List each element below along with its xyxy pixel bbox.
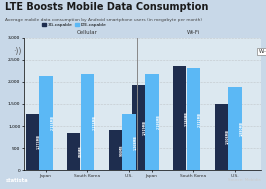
Bar xyxy=(228,87,242,170)
Text: 906MB: 906MB xyxy=(120,144,124,156)
Text: 1,268MB: 1,268MB xyxy=(134,135,138,149)
Text: LTE Boosts Mobile Data Consumption: LTE Boosts Mobile Data Consumption xyxy=(5,2,209,12)
Text: 1,880MB: 1,880MB xyxy=(240,121,244,136)
Text: 2,134MB: 2,134MB xyxy=(51,116,55,130)
Text: Wi-Fi: Wi-Fi xyxy=(187,30,200,35)
Bar xyxy=(122,114,136,170)
Bar xyxy=(215,104,228,170)
Text: Source: Mobidia: Source: Mobidia xyxy=(228,178,261,183)
Text: ·)): ·)) xyxy=(14,46,22,56)
Bar xyxy=(173,66,186,170)
Text: 2,186MB: 2,186MB xyxy=(156,115,160,129)
Text: Wi-Fi: Wi-Fi xyxy=(258,49,266,53)
Text: statista: statista xyxy=(5,178,28,183)
Bar xyxy=(81,74,94,170)
Bar xyxy=(109,130,122,170)
Legend: 3G-capable, LTE-capable: 3G-capable, LTE-capable xyxy=(40,22,108,29)
Bar xyxy=(145,74,159,170)
Text: 2,174MB: 2,174MB xyxy=(92,115,96,130)
Bar xyxy=(39,76,53,170)
Bar xyxy=(187,68,200,170)
Text: 2,186MB: 2,186MB xyxy=(184,111,188,125)
Text: 1,508MB: 1,508MB xyxy=(226,129,230,144)
Text: 2,312MB: 2,312MB xyxy=(198,112,202,127)
Bar xyxy=(131,85,145,170)
Text: Average mobile data consumption by Android smartphone users (in megabyte per mon: Average mobile data consumption by Andro… xyxy=(5,18,202,22)
Text: 838MB: 838MB xyxy=(78,146,82,157)
Bar xyxy=(67,133,80,170)
Text: 1,273MB: 1,273MB xyxy=(37,135,41,149)
Text: Cellular: Cellular xyxy=(77,30,98,35)
Text: 1,919MB: 1,919MB xyxy=(143,120,147,135)
Bar xyxy=(26,114,39,170)
